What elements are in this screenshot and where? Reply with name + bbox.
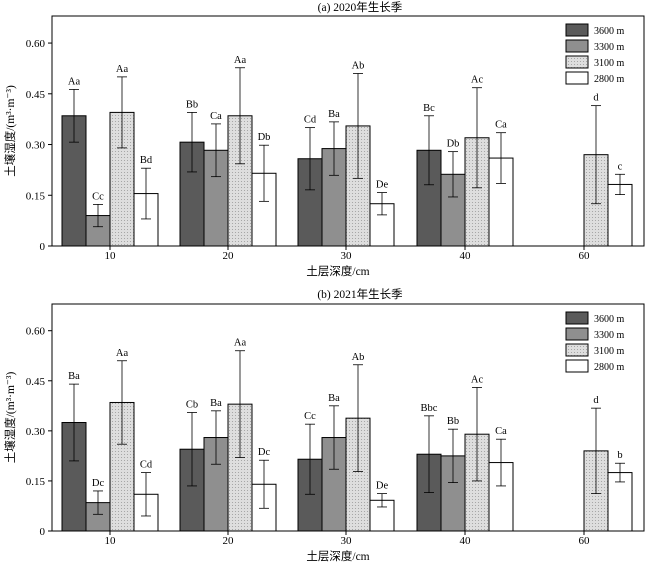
- significance-letter: Ca: [210, 111, 222, 122]
- y-tick-label: 0.60: [26, 38, 46, 50]
- x-tick-label: 60: [579, 535, 591, 547]
- legend-swatch: [565, 39, 589, 53]
- chart-title: (b) 2021年生长季: [317, 287, 403, 301]
- significance-letter: Aa: [116, 348, 129, 359]
- significance-letter: Ca: [495, 120, 507, 131]
- y-tick-label: 0.15: [26, 190, 46, 202]
- y-tick-label: 0.45: [26, 376, 46, 388]
- y-tick-label: 0.30: [26, 140, 46, 152]
- significance-letter: c: [618, 161, 623, 172]
- x-tick-label: 40: [460, 250, 472, 262]
- significance-letter: Ac: [471, 374, 484, 385]
- legend-swatch: [565, 23, 589, 37]
- y-tick-label: 0.15: [26, 476, 46, 488]
- x-tick-label: 30: [341, 250, 353, 262]
- legend-label: 3100 m: [594, 58, 625, 69]
- legend-label: 3300 m: [594, 42, 625, 53]
- significance-letter: Bd: [140, 155, 153, 166]
- x-tick-label: 10: [105, 250, 117, 262]
- significance-letter: Ca: [495, 426, 507, 437]
- y-tick-label: 0.60: [26, 326, 46, 338]
- legend-swatch: [565, 327, 589, 341]
- significance-letter: Aa: [234, 338, 247, 349]
- significance-letter: Ba: [68, 371, 80, 382]
- significance-letter: Bb: [447, 416, 459, 427]
- significance-letter: De: [376, 180, 389, 191]
- significance-letter: Aa: [116, 64, 129, 75]
- significance-letter: Bb: [186, 99, 198, 110]
- significance-letter: Ba: [328, 109, 340, 120]
- significance-letter: Bc: [423, 103, 435, 114]
- legend-label: 3100 m: [594, 346, 625, 357]
- legend-label: 2800 m: [594, 74, 625, 85]
- significance-letter: Ba: [328, 393, 340, 404]
- legend-swatch: [565, 343, 589, 357]
- chart-panel-a: (a) 2020年生长季 0 0.15 0.30 0.45 0.60 土壤湿度/(m³·m⁻…: [3, 0, 645, 278]
- y-axis-label: 土壤湿度/(m³·m⁻³): [3, 85, 17, 177]
- significance-letter: Aa: [68, 76, 81, 87]
- x-tick-label: 30: [341, 535, 353, 547]
- significance-letter: Aa: [234, 55, 247, 66]
- legend-label: 3600 m: [594, 314, 625, 325]
- significance-letter: b: [617, 450, 622, 461]
- significance-letter: Db: [258, 132, 271, 143]
- x-tick-label: 60: [579, 250, 591, 262]
- significance-letter: Dc: [258, 447, 271, 458]
- significance-letter: Cc: [304, 411, 316, 422]
- chart-title: (a) 2020年生长季: [318, 0, 403, 14]
- significance-letter: Cb: [186, 399, 198, 410]
- x-axis-label: 土层深度/cm: [306, 264, 369, 278]
- legend-swatch: [565, 71, 589, 85]
- significance-letter: Ab: [352, 61, 365, 72]
- bar: [133, 193, 159, 247]
- x-axis-label: 土层深度/cm: [306, 549, 369, 563]
- significance-letter: Cd: [140, 460, 153, 471]
- legend-swatch: [565, 311, 589, 325]
- x-tick-label: 40: [460, 535, 472, 547]
- significance-letter: Ba: [210, 398, 222, 409]
- y-tick-label: 0: [40, 241, 46, 253]
- y-tick-label: 0: [40, 526, 46, 538]
- significance-letter: Ab: [352, 352, 365, 363]
- x-tick-label: 20: [223, 250, 235, 262]
- significance-letter: Db: [447, 139, 460, 150]
- significance-letter: d: [593, 395, 599, 406]
- y-tick-label: 0.30: [26, 426, 46, 438]
- legend-swatch: [565, 55, 589, 69]
- legend-label: 2800 m: [594, 362, 625, 373]
- significance-letter: Cc: [92, 191, 104, 202]
- significance-letter: Cd: [304, 115, 317, 126]
- significance-letter: De: [376, 481, 389, 492]
- x-tick-label: 20: [223, 535, 235, 547]
- significance-letter: Ac: [471, 75, 484, 86]
- significance-letter: Bbc: [421, 403, 438, 414]
- significance-letter: d: [593, 93, 599, 104]
- legend-label: 3300 m: [594, 330, 625, 341]
- y-axis-label: 土壤湿度/(m³·m⁻³): [3, 372, 17, 464]
- significance-letter: Dc: [92, 478, 105, 489]
- chart-panel-b: (b) 2021年生长季 0 0.15 0.30 0.45 0.60 土壤湿度/(m³·m⁻…: [3, 287, 645, 563]
- x-tick-label: 10: [105, 535, 117, 547]
- legend-swatch: [565, 359, 589, 373]
- bar: [179, 141, 205, 247]
- legend-label: 3600 m: [594, 26, 625, 37]
- y-tick-label: 0.45: [26, 89, 46, 101]
